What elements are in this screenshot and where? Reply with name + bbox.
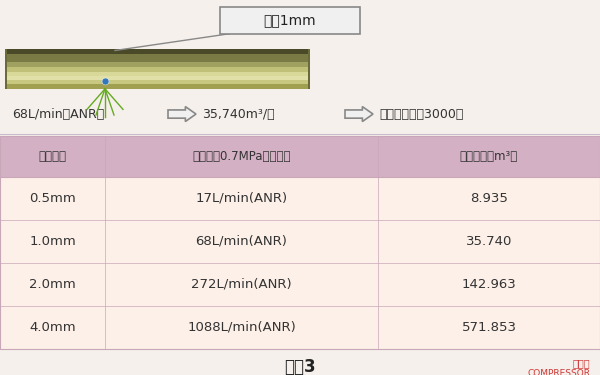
Bar bbox=[7, 76, 308, 80]
Bar bbox=[0, 136, 600, 349]
Bar bbox=[5, 49, 310, 89]
Text: 图表3: 图表3 bbox=[284, 358, 316, 375]
Bar bbox=[7, 49, 308, 54]
Text: 8.935: 8.935 bbox=[470, 192, 508, 205]
Bar bbox=[0, 220, 600, 263]
Bar bbox=[0, 136, 600, 177]
Text: 压缩机: 压缩机 bbox=[572, 358, 590, 368]
Bar bbox=[0, 177, 600, 220]
Text: 68L/min(ANR): 68L/min(ANR) bbox=[196, 235, 287, 248]
Bar bbox=[7, 84, 308, 89]
Bar bbox=[7, 68, 308, 72]
Text: 68L/min（ANR）: 68L/min（ANR） bbox=[12, 108, 104, 120]
Text: 35,740m³/年: 35,740m³/年 bbox=[202, 108, 275, 120]
Bar bbox=[7, 80, 308, 84]
Text: 泄露孔径: 泄露孔径 bbox=[38, 150, 67, 163]
Text: 年泄露量（m³）: 年泄露量（m³） bbox=[460, 150, 518, 163]
Text: 1.0mm: 1.0mm bbox=[29, 235, 76, 248]
Text: 保守估计超过3000元: 保守估计超过3000元 bbox=[379, 108, 463, 120]
Polygon shape bbox=[168, 106, 196, 122]
Text: 571.853: 571.853 bbox=[461, 321, 517, 334]
Bar bbox=[7, 54, 308, 62]
Text: 17L/min(ANR): 17L/min(ANR) bbox=[196, 192, 287, 205]
Text: 142.963: 142.963 bbox=[461, 278, 517, 291]
Text: 272L/min(ANR): 272L/min(ANR) bbox=[191, 278, 292, 291]
Bar bbox=[0, 263, 600, 306]
Bar bbox=[7, 62, 308, 68]
Text: 4.0mm: 4.0mm bbox=[29, 321, 76, 334]
Text: COMPRESSOR: COMPRESSOR bbox=[527, 369, 590, 375]
Bar bbox=[220, 8, 360, 34]
Text: 1088L/min(ANR): 1088L/min(ANR) bbox=[187, 321, 296, 334]
Text: 泄露量（0.7MPa压力下）: 泄露量（0.7MPa压力下） bbox=[192, 150, 291, 163]
Text: 0.5mm: 0.5mm bbox=[29, 192, 76, 205]
Polygon shape bbox=[345, 106, 373, 122]
Bar bbox=[7, 72, 308, 76]
Text: 直径1mm: 直径1mm bbox=[263, 13, 316, 28]
Bar bbox=[0, 0, 600, 138]
Text: 2.0mm: 2.0mm bbox=[29, 278, 76, 291]
Text: 35.740: 35.740 bbox=[466, 235, 512, 248]
Bar bbox=[0, 306, 600, 349]
